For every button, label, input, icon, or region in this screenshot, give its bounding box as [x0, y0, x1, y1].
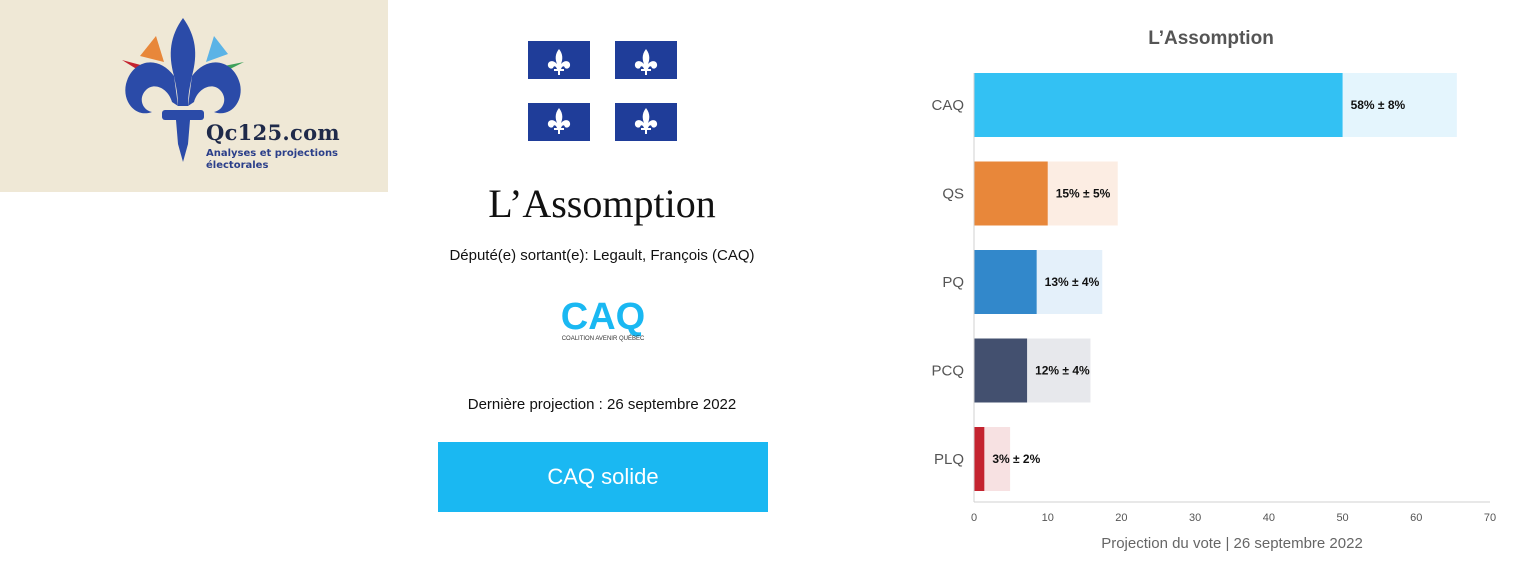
- category-label-pq: PQ: [942, 274, 964, 291]
- x-tick-label-0: 0: [971, 512, 977, 524]
- data-label-pq: 13% ± 4%: [1045, 275, 1100, 289]
- riding-title: L’Assomption: [488, 181, 716, 226]
- bar-pq: [974, 250, 1037, 314]
- category-label-caq: CAQ: [931, 97, 964, 114]
- category-label-pcq: PCQ: [931, 363, 964, 380]
- caq-logo-text: CAQ: [561, 296, 645, 338]
- x-tick-label-70: 70: [1484, 512, 1496, 524]
- fleur-de-lis-icon: [122, 18, 244, 162]
- projection-bar-chart: L’Assomption CAQ 58% ± 8% QS 15% ± 5% PQ 13% …: [931, 28, 1496, 552]
- logo-wordmark: Qc125.com: [206, 120, 340, 145]
- bar-pcq: [974, 338, 1028, 403]
- data-label-plq: 3% ± 2%: [992, 452, 1040, 466]
- quebec-flag-icon: [528, 41, 677, 141]
- chart-title: L’Assomption: [1148, 28, 1274, 49]
- x-tick-label-10: 10: [1042, 512, 1054, 524]
- bar-plq: [974, 427, 985, 491]
- x-axis-title: Projection du vote | 26 septembre 2022: [1101, 535, 1363, 552]
- logo-tagline: Analyses et projections électorales: [206, 148, 339, 171]
- x-tick-label-30: 30: [1189, 512, 1201, 524]
- x-tick-label-40: 40: [1263, 512, 1275, 524]
- data-label-caq: 58% ± 8%: [1351, 98, 1406, 112]
- caq-party-logo: CAQ COALITION AVENIR QUÉBEC: [561, 296, 645, 342]
- riding-status-badge: CAQ solide: [438, 442, 768, 512]
- bar-qs: [974, 161, 1048, 226]
- incumbent-text: Député(e) sortant(e): Legault, François …: [449, 247, 755, 264]
- category-label-qs: QS: [942, 186, 964, 203]
- site-logo[interactable]: Qc125.com Analyses et projections électo…: [0, 0, 388, 192]
- category-label-plq: PLQ: [934, 451, 964, 468]
- data-label-pcq: 12% ± 4%: [1035, 364, 1090, 378]
- caq-logo-subtext: COALITION AVENIR QUÉBEC: [562, 335, 645, 342]
- data-label-qs: 15% ± 5%: [1056, 187, 1111, 201]
- x-tick-label-20: 20: [1115, 512, 1127, 524]
- last-projection-date: Dernière projection : 26 septembre 2022: [467, 396, 737, 413]
- x-tick-label-60: 60: [1410, 512, 1422, 524]
- bar-caq: [974, 73, 1343, 137]
- x-tick-label-50: 50: [1336, 512, 1348, 524]
